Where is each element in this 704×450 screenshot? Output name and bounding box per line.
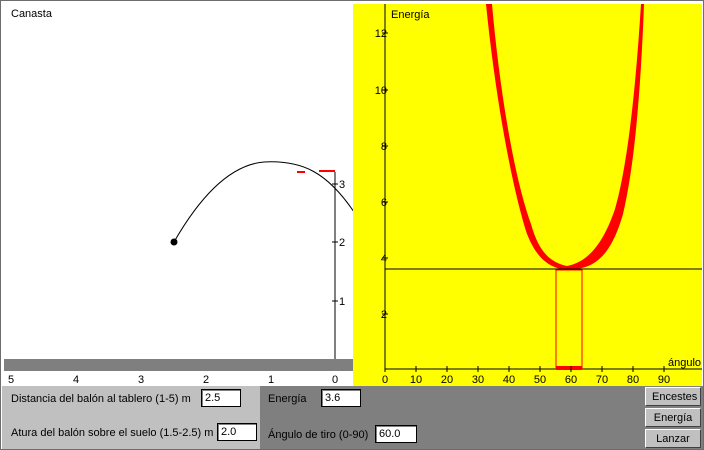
y-tick-label: 6	[381, 197, 387, 209]
height-tick-label: 1	[339, 296, 345, 308]
distance-tick-label: 3	[138, 374, 144, 386]
x-tick-label: 50	[534, 374, 546, 386]
y-tick-label: 12	[375, 28, 387, 40]
x-tick-label: 0	[382, 374, 388, 386]
energy-label: Energía	[268, 393, 307, 405]
energy-input[interactable]	[321, 389, 361, 407]
distance-tick-label: 4	[73, 374, 79, 386]
x-tick-label: 30	[472, 374, 484, 386]
distance-tick-label: 5	[8, 374, 14, 386]
energy-curve	[486, 4, 567, 270]
height-input[interactable]	[217, 423, 257, 441]
x-tick-label: 10	[410, 374, 422, 386]
energia-button[interactable]: Energía	[645, 408, 701, 427]
y-tick-label: 4	[381, 253, 387, 265]
y-tick-label: 10	[375, 85, 387, 97]
x-tick-label: 40	[503, 374, 515, 386]
court-view: 3 2 1 Canasta	[2, 2, 353, 360]
distance-input[interactable]	[201, 389, 241, 407]
height-label: Atura del balón sobre el suelo (1.5-2.5)…	[11, 427, 214, 439]
court-canvas: 3 2 1	[170, 161, 353, 360]
distance-label: Distancia del balón al tablero (1-5) m	[11, 393, 191, 405]
valid-angle-range	[555, 269, 583, 370]
x-tick-label: 80	[627, 374, 639, 386]
height-tick-label: 2	[339, 237, 345, 249]
distance-scale: 5 4 3 2 1 0	[2, 371, 353, 387]
valid-angle-marker	[556, 366, 582, 370]
x-axis-label: ángulo	[668, 357, 701, 369]
ground-bar	[4, 359, 353, 371]
distance-tick-label: 1	[268, 374, 274, 386]
control-panel: Distancia del balón al tablero (1-5) m A…	[2, 386, 703, 449]
distance-tick-label: 0	[332, 374, 338, 386]
app-title: Canasta	[11, 8, 52, 20]
distance-scale-canvas: 5 4 3 2 1 0	[8, 374, 338, 386]
ball-trajectory	[173, 161, 353, 243]
x-tick-label: 60	[565, 374, 577, 386]
y-tick-label: 8	[381, 141, 387, 153]
lanzar-button[interactable]: Lanzar	[645, 429, 701, 448]
encestes-button[interactable]: Encestes	[645, 387, 701, 406]
distance-tick-label: 2	[203, 374, 209, 386]
x-tick-label: 70	[596, 374, 608, 386]
height-tick-label: 3	[339, 179, 345, 191]
y-axis-label: Energía	[391, 9, 430, 21]
angle-input[interactable]	[375, 425, 417, 443]
energy-curve	[567, 4, 644, 270]
ball-position-controls: Distancia del balón al tablero (1-5) m A…	[2, 386, 260, 449]
energy-plot-canvas: 12 10 8 6 4 2 0 10	[375, 4, 702, 386]
ball	[170, 238, 178, 246]
y-tick-label: 2	[381, 309, 387, 321]
energy-plot: 12 10 8 6 4 2 0 10	[353, 4, 702, 386]
x-tick-label: 90	[658, 374, 670, 386]
angle-label: Ángulo de tiro (0-90)	[268, 429, 369, 441]
x-tick-label: 20	[441, 374, 453, 386]
